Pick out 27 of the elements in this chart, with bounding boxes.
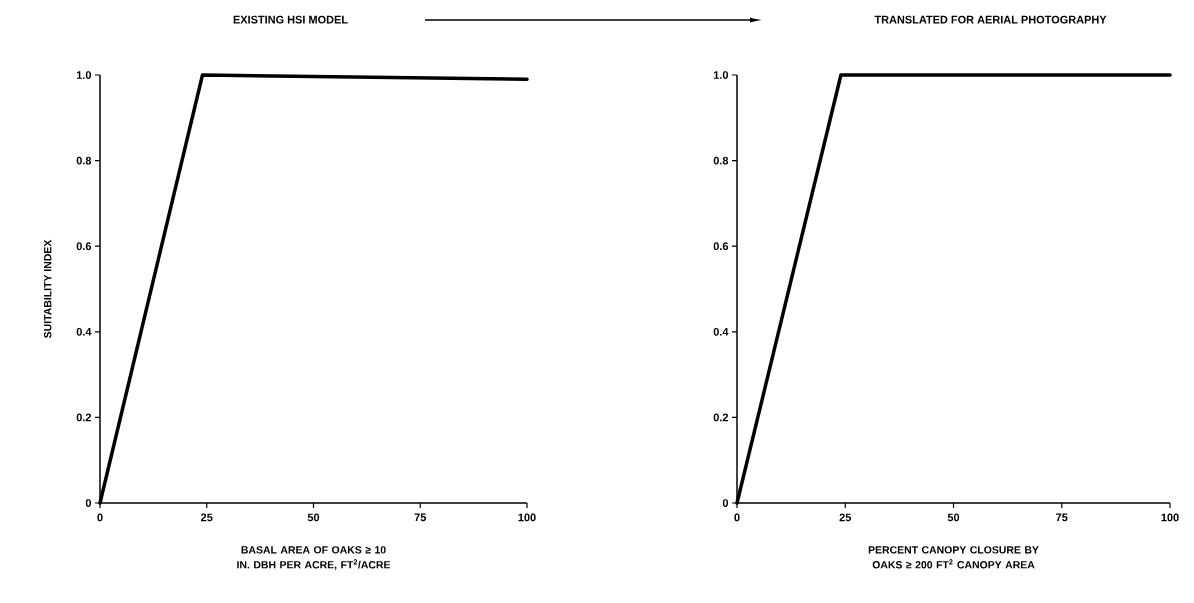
x-tick-label: 25	[839, 513, 852, 522]
y-tick-label: 0.4	[713, 327, 729, 336]
y-tick-label: 0.8	[76, 156, 92, 165]
x-tick-label: 0	[734, 513, 740, 522]
y-tick-label: 0.8	[713, 156, 729, 165]
chart-title: TRANSLATED FOR AERIAL PHOTOGRAPHY	[874, 15, 1107, 24]
x-tick-label: 50	[307, 513, 320, 522]
y-tick-label: 0	[85, 499, 92, 507]
y-tick-label: 0.4	[76, 327, 92, 336]
y-tick-label: 0.2	[76, 413, 92, 422]
y-tick-label: 0	[722, 499, 729, 507]
x-tick-label: 0	[97, 513, 103, 522]
x-tick-label: 100	[518, 513, 536, 522]
x-axis-title: BASAL AREA OF OAKS ≥ 10 IN. DBH PER ACRE, FT$^{2}$/ACRE	[237, 546, 391, 570]
x-tick-label: 25	[201, 513, 213, 522]
y-tick-label: 0.6	[76, 242, 92, 251]
y-tick-label: 0.6	[713, 242, 729, 251]
y-tick-label: 1.0	[713, 71, 729, 79]
x-tick-label: 75	[414, 513, 427, 522]
x-tick-label: 75	[1056, 513, 1068, 522]
x-tick-label: 50	[947, 513, 960, 522]
chart-title: EXISTING HSI MODEL	[233, 15, 348, 24]
x-tick-label: 100	[1161, 513, 1179, 522]
y-axis-title: SUITABILITY INDEX	[44, 239, 52, 338]
y-tick-label: 1.0	[76, 71, 92, 79]
x-axis-title: PERCENT CANOPY CLOSURE BY OAKS ≥ 200 FT$^{2}$ CANOPY AREA	[868, 546, 1039, 569]
y-tick-label: 0.2	[713, 413, 729, 422]
